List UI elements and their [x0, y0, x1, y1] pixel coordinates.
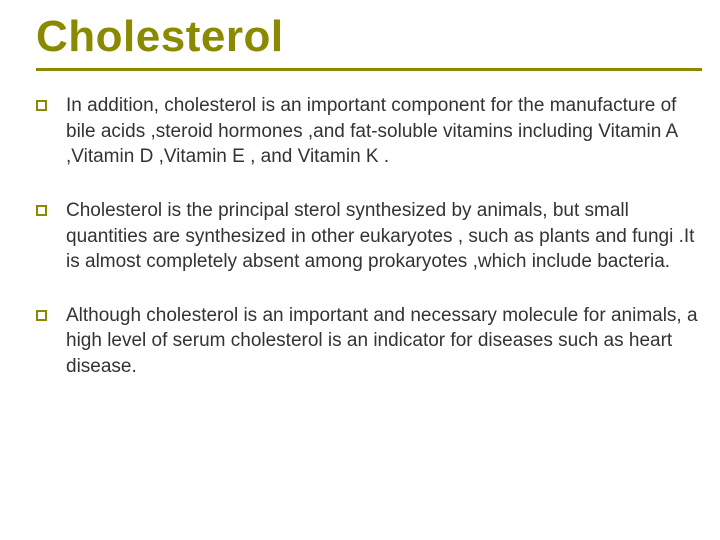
square-bullet-icon — [36, 310, 47, 321]
paragraph-text: Although cholesterol is an important and… — [66, 303, 702, 380]
square-bullet-icon — [36, 205, 47, 216]
list-item: Although cholesterol is an important and… — [36, 303, 702, 380]
paragraph-text: In addition, cholesterol is an important… — [66, 93, 702, 170]
paragraph-text: Cholesterol is the principal sterol synt… — [66, 198, 702, 275]
list-item: In addition, cholesterol is an important… — [36, 93, 702, 170]
square-bullet-icon — [36, 100, 47, 111]
slide-title: Cholesterol — [36, 12, 702, 62]
title-underline — [36, 68, 702, 71]
list-item: Cholesterol is the principal sterol synt… — [36, 198, 702, 275]
bullet-list: In addition, cholesterol is an important… — [36, 93, 702, 380]
